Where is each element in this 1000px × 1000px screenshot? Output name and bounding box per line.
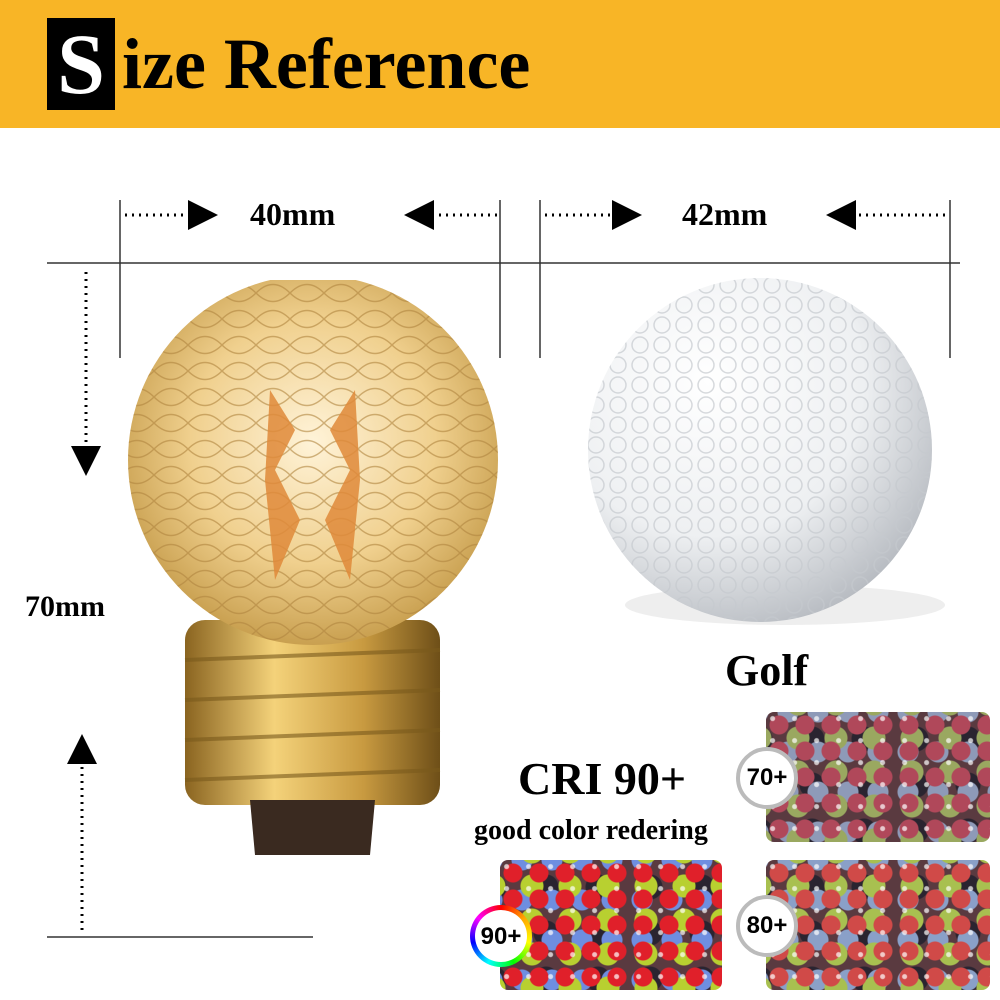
- cri-badge-80: 80+: [736, 895, 798, 957]
- bulb-width-label: 40mm: [250, 196, 336, 232]
- fruit-sample-80: [766, 860, 990, 990]
- cri-title: CRI 90+: [518, 753, 687, 804]
- title-initial: S: [47, 18, 115, 110]
- golf-label: Golf: [725, 646, 809, 695]
- fruit-sample-90: [500, 860, 722, 990]
- bulb-height-label: 70mm: [25, 590, 105, 623]
- ball-width-label: 42mm: [682, 196, 768, 232]
- page-title: ize Reference: [122, 24, 531, 104]
- bulb-image: [128, 280, 498, 855]
- cri-badge-70: 70+: [736, 747, 798, 809]
- golf-ball-image: [588, 278, 945, 625]
- cri-badge-90: 90+: [470, 905, 532, 967]
- header-banner: [0, 0, 1000, 128]
- fruit-sample-70: [766, 712, 990, 842]
- cri-subtitle: good color redering: [474, 815, 708, 846]
